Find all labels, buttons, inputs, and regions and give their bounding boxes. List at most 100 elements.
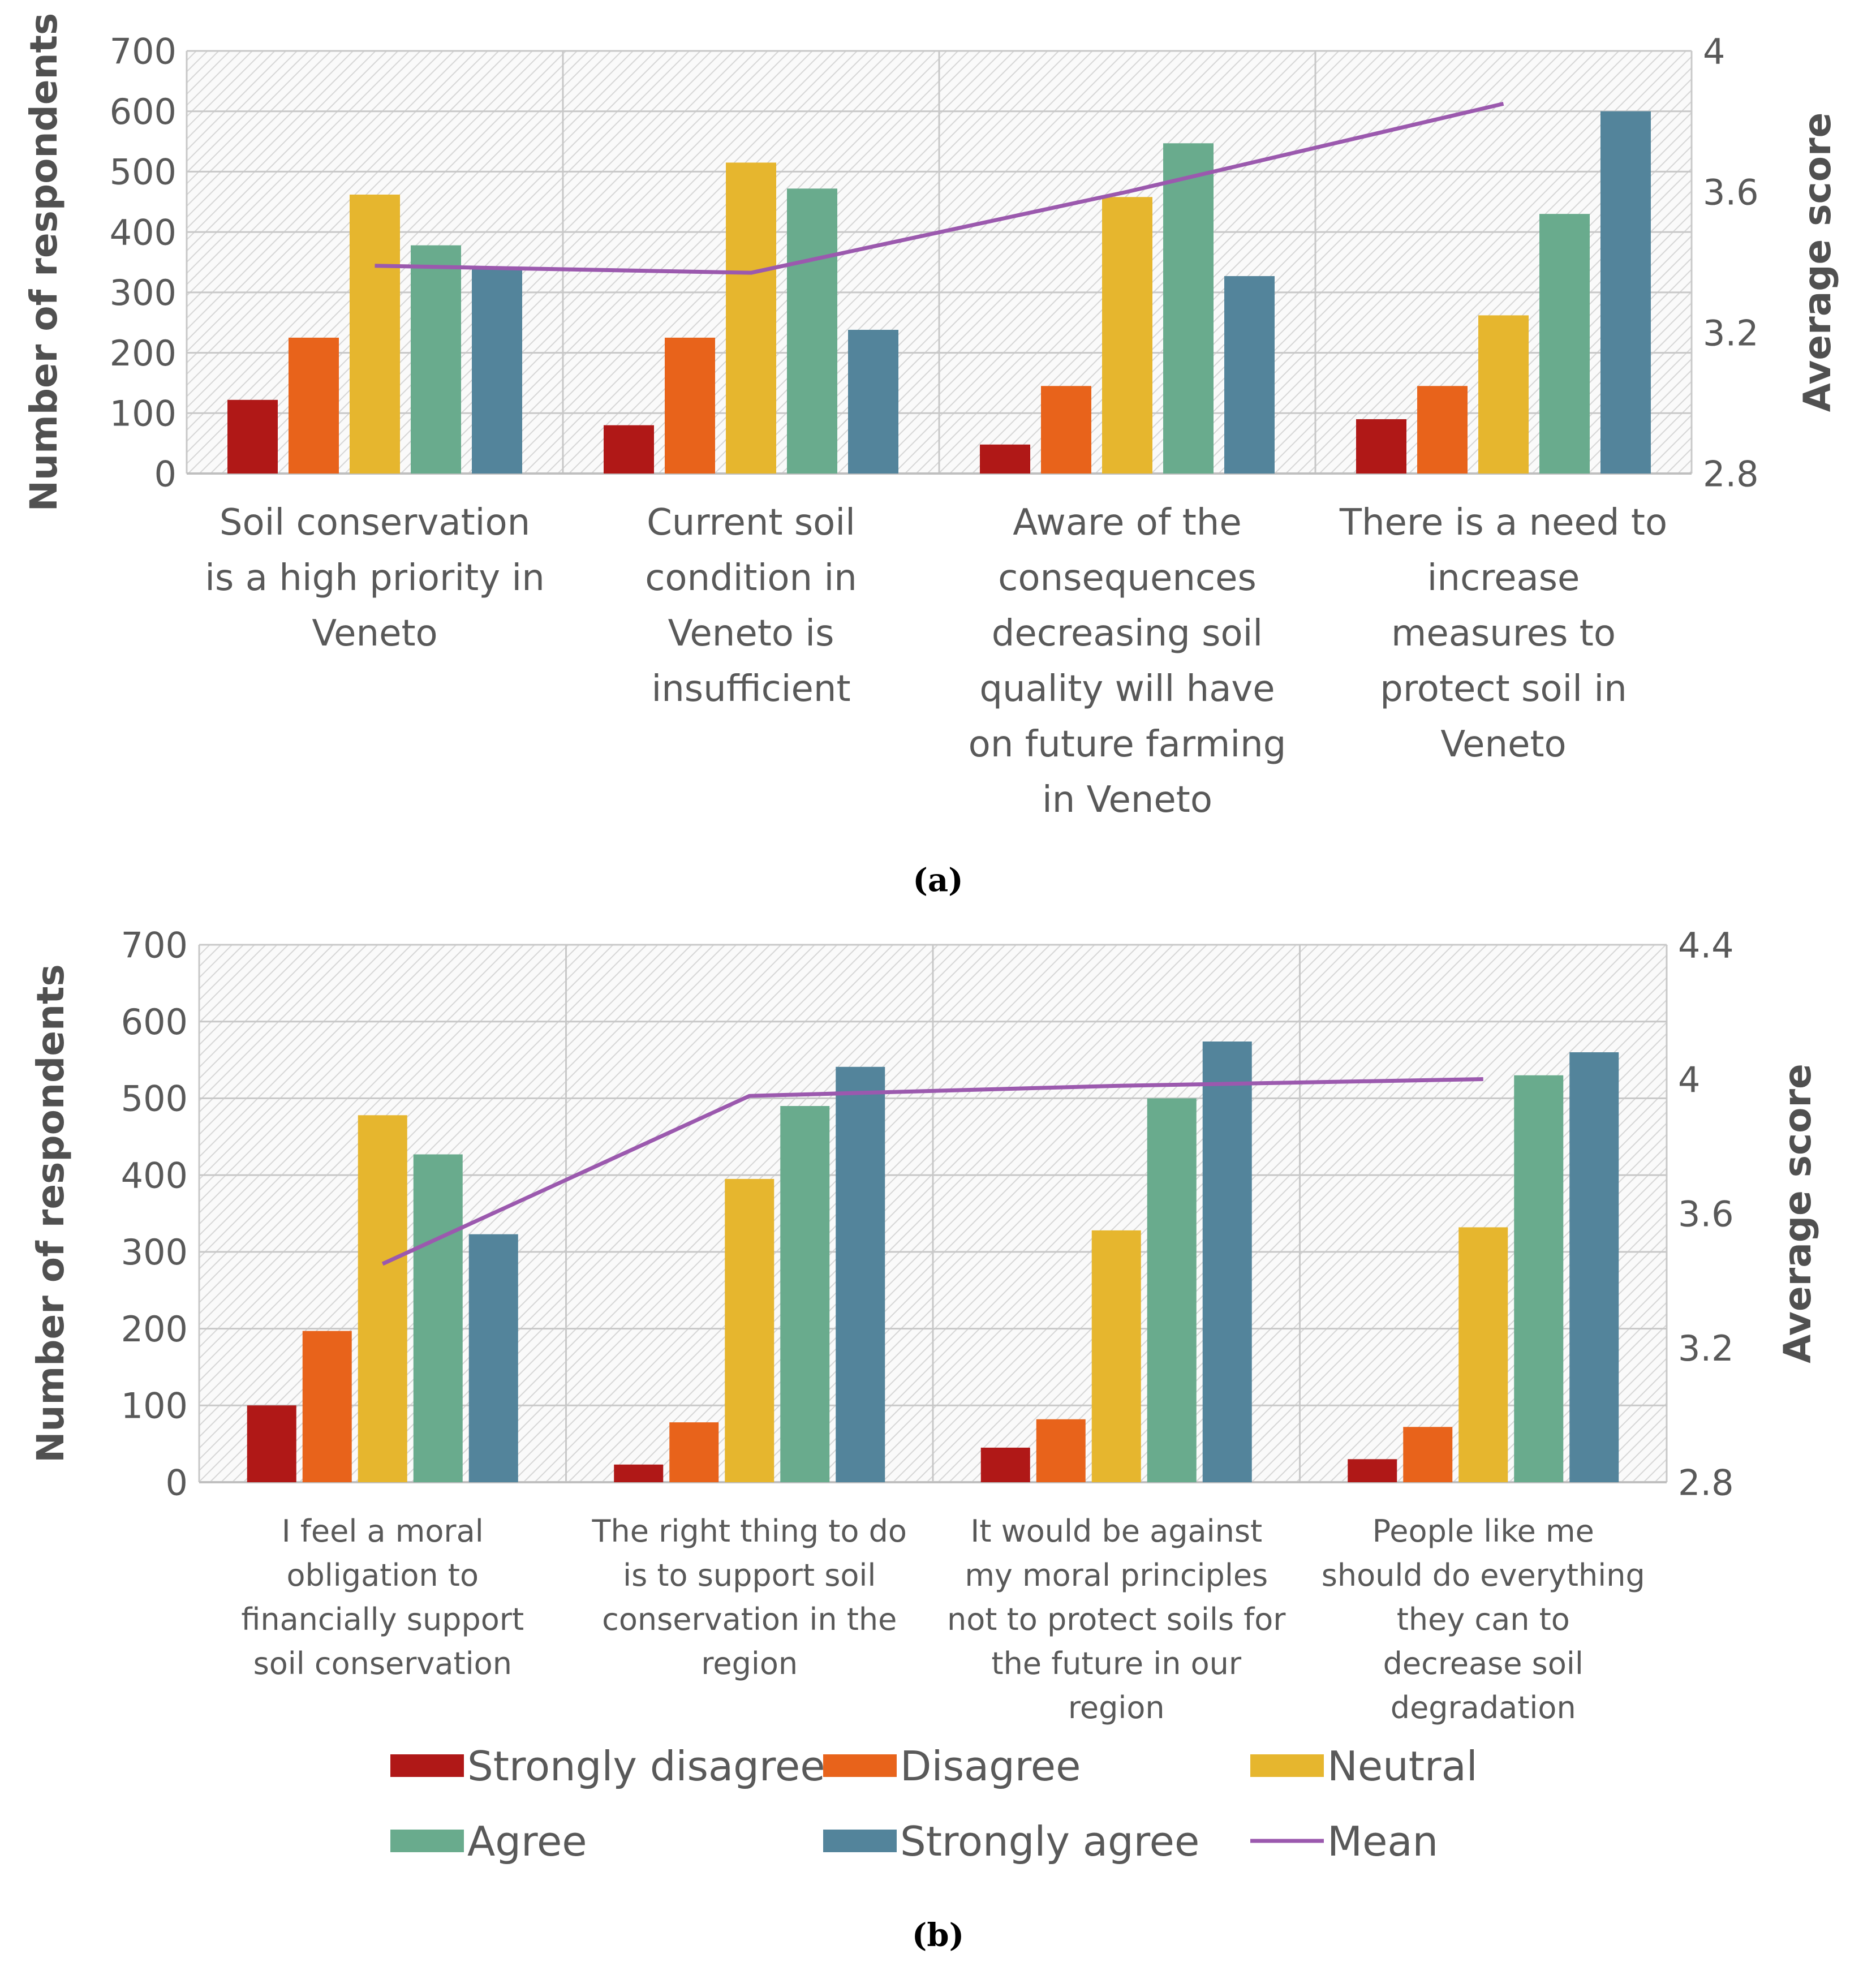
bar-strongly-agree — [848, 330, 898, 474]
bar-agree — [1147, 1098, 1197, 1482]
bar-neutral — [1478, 315, 1529, 474]
y-axis-title: Number of respondents — [29, 964, 72, 1463]
y2-tick-label: 4 — [1678, 1059, 1700, 1100]
category-label-line: conservation in the — [602, 1602, 897, 1637]
category-label: It would be against my moral principles no… — [947, 1513, 1286, 1725]
bar-agree — [413, 1154, 463, 1482]
y-tick-label: 500 — [121, 1078, 188, 1120]
category-label-line: Veneto — [1440, 724, 1566, 765]
category-label-line: should do everything — [1322, 1557, 1645, 1593]
y-tick-label: 400 — [110, 212, 177, 253]
bar-neutral — [726, 162, 776, 474]
bar-neutral — [350, 194, 400, 474]
category-label-line: insufficient — [651, 668, 850, 710]
bar-strongly-disagree — [227, 399, 278, 474]
category-label-line: obligation to — [286, 1557, 479, 1593]
category-label-line: in Veneto — [1042, 779, 1212, 821]
bar-agree — [1539, 214, 1590, 474]
legend-swatch — [823, 1754, 897, 1777]
y-tick-label: 300 — [121, 1232, 188, 1273]
category-label: Aware of the consequences decreasing soil q… — [969, 502, 1286, 821]
y2-tick-label: 3.2 — [1703, 312, 1759, 354]
category-label-line: financially support — [241, 1602, 524, 1637]
bar-disagree — [1041, 386, 1091, 474]
bar-strongly-disagree — [247, 1405, 296, 1482]
legend-swatch — [390, 1754, 464, 1777]
category-label-line: not to protect soils for — [947, 1602, 1286, 1637]
y-tick-label: 700 — [121, 924, 188, 966]
bar-strongly-agree — [836, 1066, 885, 1482]
y-tick-label: 400 — [121, 1155, 188, 1196]
category-label-line: I feel a moral — [282, 1513, 484, 1549]
bar-disagree — [1403, 1427, 1453, 1482]
legend-swatch — [823, 1830, 897, 1852]
chart-panel-b: 0 100 200 300 400 500 600 700 2.8 3.2 3.6 4 4.4 Numbe… — [29, 924, 1819, 1954]
y2-axis-title: Average score — [1776, 1064, 1819, 1363]
category-label-line: Current soil — [647, 502, 855, 544]
y-tick-label: 300 — [110, 272, 177, 313]
bar-strongly-disagree — [1356, 419, 1406, 474]
category-label-line: Aware of the — [1013, 502, 1241, 544]
category-label-line: Soil conservation — [220, 502, 530, 544]
y-tick-label: 600 — [121, 1001, 188, 1043]
legend-item-strongly-agree: Strongly agree — [823, 1818, 1199, 1865]
y2-tick-label: 4 — [1703, 31, 1725, 72]
bar-strongly-disagree — [980, 1447, 1030, 1482]
y-tick-label: 0 — [154, 453, 177, 494]
category-label: There is a need to increase measures to pro… — [1339, 502, 1667, 765]
bar-strongly-agree — [1569, 1052, 1619, 1482]
category-label-line: quality will have — [979, 668, 1275, 710]
category-label-line: Veneto is — [668, 613, 834, 655]
y-tick-label: 100 — [110, 393, 177, 434]
legend-swatch — [390, 1830, 464, 1852]
chart-panel-a: 0 100 200 300 400 500 600 700 2.8 3.2 3.6 4 Number o… — [22, 13, 1839, 899]
category-label-line: degradation — [1391, 1690, 1576, 1725]
y-axis-title: Number of respondents — [22, 13, 66, 512]
legend: Strongly disagree Disagree Neutral Agree Str… — [390, 1742, 1478, 1865]
bar-agree — [1163, 143, 1214, 474]
category-label-line: soil conservation — [253, 1646, 512, 1681]
bar-strongly-disagree — [604, 425, 654, 474]
legend-label: Agree — [467, 1818, 587, 1865]
bar-disagree — [289, 337, 339, 474]
legend-label: Strongly disagree — [467, 1742, 825, 1790]
bar-agree — [787, 188, 837, 474]
legend-label: Disagree — [900, 1742, 1081, 1790]
category-label: Soil conservation is a high priority in Ve… — [205, 502, 545, 655]
y-tick-label: 700 — [110, 31, 177, 72]
y-tick-label: 100 — [121, 1385, 188, 1427]
category-label-line: region — [1068, 1690, 1165, 1725]
bar-strongly-disagree — [614, 1464, 664, 1482]
bar-strongly-agree — [1224, 276, 1275, 474]
category-label: I feel a moral obligation to financially s… — [241, 1513, 524, 1681]
category-label-line: region — [701, 1646, 798, 1681]
y2-tick-label: 4.4 — [1678, 924, 1734, 966]
bar-strongly-agree — [1202, 1042, 1252, 1482]
category-label-line: decrease soil — [1383, 1646, 1584, 1681]
bar-disagree — [669, 1422, 719, 1482]
y-tick-label: 600 — [110, 91, 177, 132]
y2-tick-label: 2.8 — [1678, 1462, 1734, 1503]
y2-tick-label: 3.6 — [1703, 171, 1759, 213]
bar-neutral — [358, 1115, 407, 1482]
category-label-line: measures to — [1391, 613, 1616, 655]
bar-strongly-agree — [472, 269, 522, 474]
category-label-line: protect soil in — [1380, 668, 1627, 710]
panel-label: (b) — [912, 1917, 964, 1954]
legend-label: Mean — [1327, 1818, 1438, 1865]
category-label-line: on future farming — [969, 724, 1286, 765]
bar-agree — [780, 1106, 830, 1482]
bar-agree — [1514, 1075, 1564, 1482]
legend-item-strongly-disagree: Strongly disagree — [390, 1742, 825, 1790]
legend-label: Strongly agree — [900, 1818, 1199, 1865]
bar-neutral — [1091, 1230, 1141, 1482]
category-label-line: The right thing to do — [592, 1513, 907, 1549]
y-tick-label: 500 — [110, 152, 177, 193]
y2-axis-title: Average score — [1796, 113, 1839, 412]
bar-disagree — [665, 337, 715, 474]
category-label-line: my moral principles — [965, 1557, 1268, 1593]
legend-item-disagree: Disagree — [823, 1742, 1081, 1790]
y-tick-label: 200 — [110, 333, 177, 374]
bar-neutral — [1102, 197, 1152, 474]
